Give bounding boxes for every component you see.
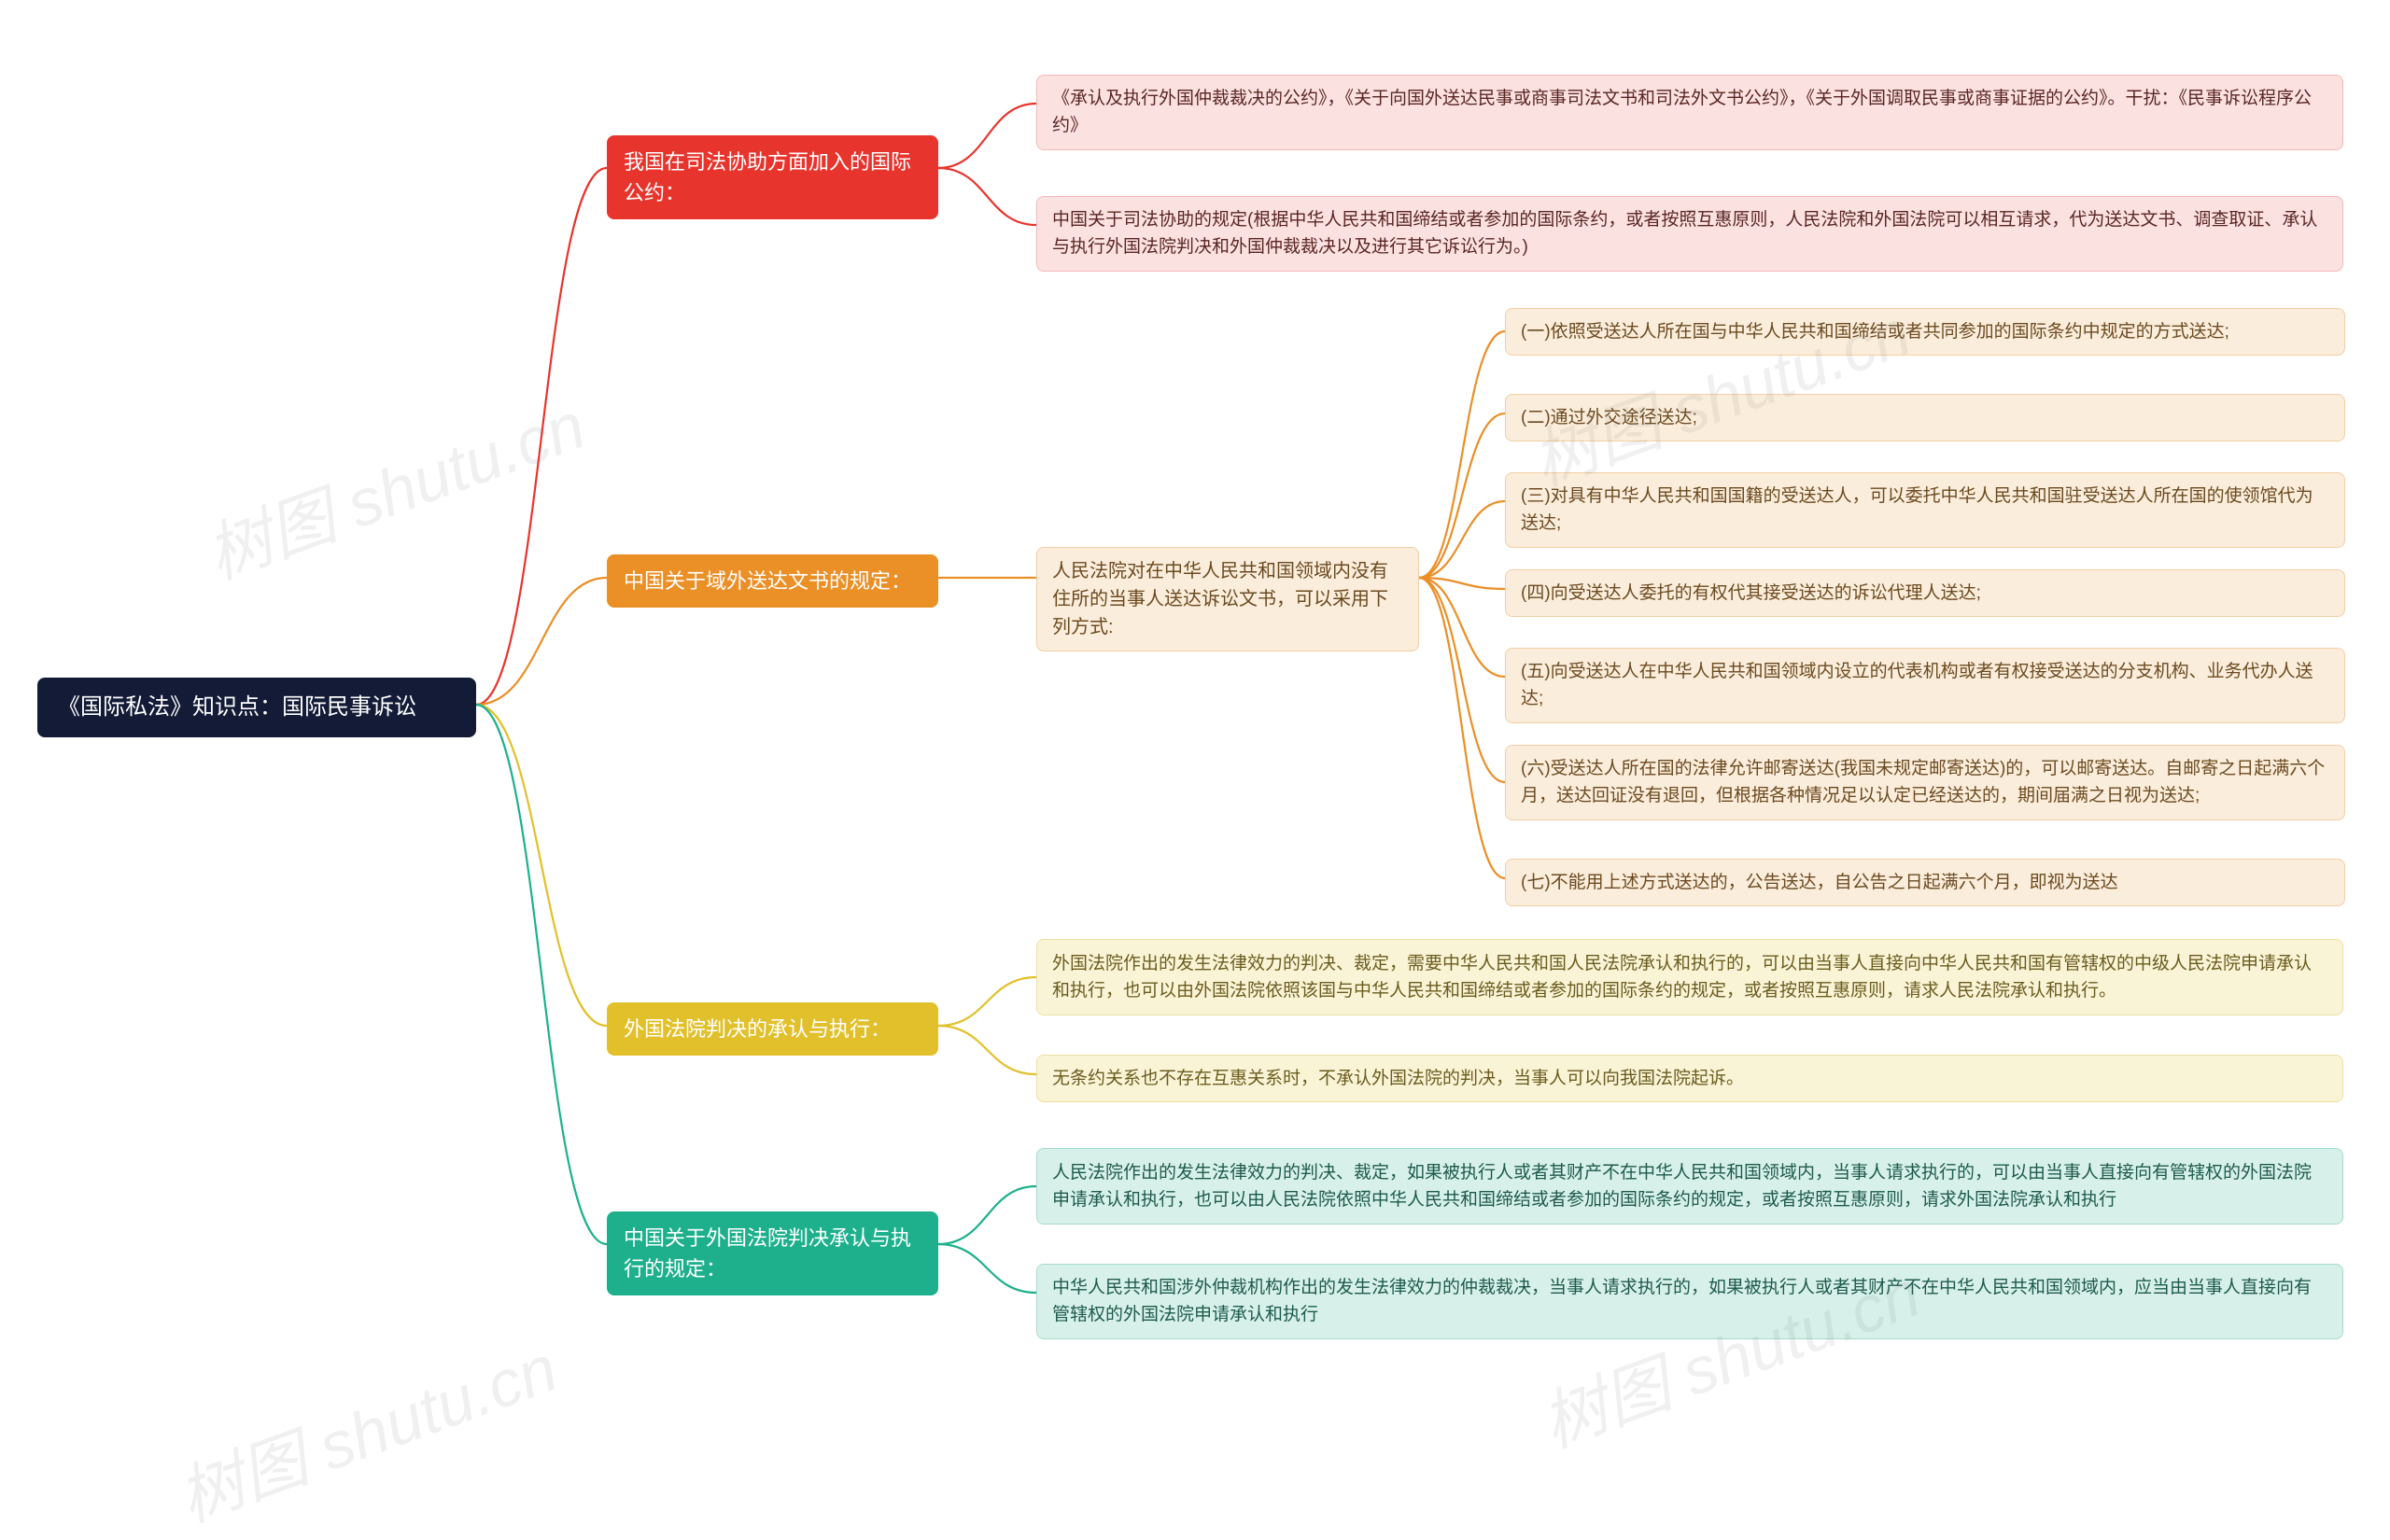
leaf-label: 中国关于司法协助的规定(根据中华人民共和国缔结或者参加的国际条约，或者按照互惠原… [1052,206,2327,261]
leaf-label: (六)受送达人所在国的法律允许邮寄送达(我国未规定邮寄送达)的，可以邮寄送达。自… [1521,755,2329,810]
branch-node[interactable]: 外国法院判决的承认与执行： [607,1002,938,1056]
leaf-node[interactable]: (四)向受送达人委托的有权代其接受送达的诉讼代理人送达; [1505,569,2345,617]
branch-node[interactable]: 中国关于外国法院判决承认与执行的规定： [607,1211,938,1295]
root-label: 《国际私法》知识点：国际民事诉讼 [58,691,416,724]
branch-label: 外国法院判决的承认与执行： [624,1014,891,1044]
inner-node[interactable]: 人民法院对在中华人民共和国领域内没有住所的当事人送达诉讼文书，可以采用下列方式: [1036,547,1419,651]
inner-label: 人民法院对在中华人民共和国领域内没有住所的当事人送达诉讼文书，可以采用下列方式: [1052,557,1403,641]
leaf-label: (五)向受送达人在中华人民共和国领域内设立的代表机构或者有权接受送达的分支机构、… [1521,658,2329,713]
leaf-node[interactable]: (七)不能用上述方式送达的，公告送达，自公告之日起满六个月，即视为送达 [1505,859,2345,906]
leaf-node[interactable]: (五)向受送达人在中华人民共和国领域内设立的代表机构或者有权接受送达的分支机构、… [1505,648,2345,723]
watermark: 树图 shutu.cn [192,374,597,598]
mindmap-canvas: 《国际私法》知识点：国际民事诉讼 我国在司法协助方面加入的国际公约： 《承认及执行外… [0,0,2390,1427]
leaf-label: (二)通过外交途径送达; [1521,404,1697,431]
branch-label: 中国关于外国法院判决承认与执行的规定： [624,1223,921,1284]
leaf-label: (四)向受送达人委托的有权代其接受送达的诉讼代理人送达; [1521,580,1981,607]
branch-node[interactable]: 中国关于域外送达文书的规定： [607,554,938,608]
root-node[interactable]: 《国际私法》知识点：国际民事诉讼 [37,678,476,737]
leaf-label: 人民法院作出的发生法律效力的判决、裁定，如果被执行人或者其财产不在中华人民共和国… [1052,1159,2327,1214]
leaf-label: 外国法院作出的发生法律效力的判决、裁定，需要中华人民共和国人民法院承认和执行的，… [1052,950,2327,1005]
branch-label: 我国在司法协助方面加入的国际公约： [624,147,921,208]
leaf-label: 无条约关系也不存在互惠关系时，不承认外国法院的判决，当事人可以向我国法院起诉。 [1052,1065,1744,1092]
leaf-label: (三)对具有中华人民共和国国籍的受送达人，可以委托中华人民共和国驻受送达人所在国… [1521,483,2329,538]
leaf-label: 中华人民共和国涉外仲裁机构作出的发生法律效力的仲裁裁决，当事人请求执行的，如果被… [1052,1274,2327,1329]
leaf-node[interactable]: (三)对具有中华人民共和国国籍的受送达人，可以委托中华人民共和国驻受送达人所在国… [1505,472,2345,548]
leaf-label: 《承认及执行外国仲裁裁决的公约》，《关于向国外送达民事或商事司法文书和司法外文书… [1052,85,2327,140]
leaf-node[interactable]: 无条约关系也不存在互惠关系时，不承认外国法院的判决，当事人可以向我国法院起诉。 [1036,1055,2343,1102]
leaf-node[interactable]: (二)通过外交途径送达; [1505,394,2345,441]
leaf-node[interactable]: 中华人民共和国涉外仲裁机构作出的发生法律效力的仲裁裁决，当事人请求执行的，如果被… [1036,1264,2343,1339]
leaf-node[interactable]: 中国关于司法协助的规定(根据中华人民共和国缔结或者参加的国际条约，或者按照互惠原… [1036,196,2343,272]
leaf-node[interactable]: (一)依照受送达人所在国与中华人民共和国缔结或者共同参加的国际条约中规定的方式送… [1505,308,2345,356]
leaf-label: (一)依照受送达人所在国与中华人民共和国缔结或者共同参加的国际条约中规定的方式送… [1521,318,2229,345]
watermark: 树图 shutu.cn [164,1317,569,1540]
leaf-node[interactable]: (六)受送达人所在国的法律允许邮寄送达(我国未规定邮寄送达)的，可以邮寄送达。自… [1505,745,2345,820]
leaf-label: (七)不能用上述方式送达的，公告送达，自公告之日起满六个月，即视为送达 [1521,869,2118,896]
branch-label: 中国关于域外送达文书的规定： [624,566,911,596]
branch-node[interactable]: 我国在司法协助方面加入的国际公约： [607,135,938,219]
leaf-node[interactable]: 外国法院作出的发生法律效力的判决、裁定，需要中华人民共和国人民法院承认和执行的，… [1036,939,2343,1015]
leaf-node[interactable]: 《承认及执行外国仲裁裁决的公约》，《关于向国外送达民事或商事司法文书和司法外文书… [1036,75,2343,150]
leaf-node[interactable]: 人民法院作出的发生法律效力的判决、裁定，如果被执行人或者其财产不在中华人民共和国… [1036,1148,2343,1225]
